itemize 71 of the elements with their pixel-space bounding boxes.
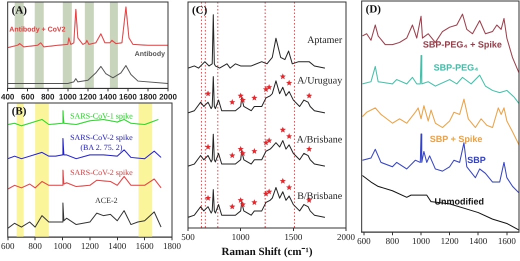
series-label: SBP-PEG₄ (434, 62, 478, 73)
x-tick-label: 1600 (498, 236, 516, 246)
x-tick-label: 800 (41, 92, 55, 102)
point (204, 144, 212, 150)
x-tick-label: 500 (181, 232, 196, 242)
x-tick-label: 400 (0, 92, 15, 102)
chart-title: (A) (12, 4, 28, 16)
point (229, 203, 236, 210)
x-tick-label: 600 (21, 92, 35, 102)
x-tick-label: 1400 (108, 240, 127, 251)
series-label: SARS-CoV-2 spike (BA 2. 75. 2) (70, 132, 134, 152)
point (266, 84, 272, 90)
point (240, 150, 246, 156)
series-label: SARS-CoV-2 spike (70, 168, 134, 177)
x-tick-label: 1500 (284, 232, 303, 242)
x-tick-label: 1400 (469, 236, 488, 246)
point (280, 73, 286, 80)
x-tick-label: 1800 (163, 240, 182, 251)
point (240, 201, 246, 208)
point (266, 137, 272, 144)
point (280, 126, 286, 133)
x-tick-label: 1200 (440, 236, 460, 246)
chart-title: (C) (192, 4, 208, 16)
series-label: SBP (467, 155, 486, 166)
x-tick-label: 2000 (159, 92, 178, 102)
point (240, 96, 246, 103)
x-tick-label: 2000 (337, 232, 356, 242)
x-axis-title: Raman Shift (cm⁻¹) (221, 246, 313, 258)
x-tick-label: 1000 (412, 236, 431, 246)
point (238, 92, 244, 98)
series-label: SBP + Spike (430, 134, 482, 144)
point (286, 133, 292, 139)
x-tick-label: 1000 (54, 240, 72, 251)
point (251, 148, 258, 154)
x-tick-label: 1200 (80, 240, 100, 251)
series-label: Unmodified (434, 196, 484, 207)
x-tick-label: 1600 (136, 240, 154, 251)
chart-title: (D) (366, 3, 382, 16)
series-label: Aptamer (307, 35, 343, 46)
series-label: A/Brisbane (296, 134, 343, 146)
x-tick-label: 1200 (78, 92, 98, 102)
x-tick-label: 1600 (119, 92, 138, 102)
point (262, 140, 269, 146)
x-tick-label: 1800 (139, 92, 158, 102)
point (306, 92, 312, 98)
point (251, 94, 258, 101)
point (286, 184, 292, 190)
point (251, 199, 258, 206)
point (266, 188, 272, 194)
x-tick-label: 1000 (232, 232, 250, 242)
point (229, 152, 236, 158)
point (238, 146, 244, 152)
point (306, 146, 312, 152)
point (238, 197, 244, 203)
x-tick-label: 1000 (58, 92, 78, 102)
point (204, 90, 212, 96)
point (280, 178, 286, 184)
x-tick-label: 600 (357, 236, 372, 246)
series-label: ACE-2 (94, 196, 118, 206)
x-tick-label: 1400 (98, 92, 118, 102)
x-tick-label: 800 (28, 240, 42, 251)
chart-title: (B) (12, 105, 27, 118)
point (229, 99, 236, 105)
point (204, 194, 212, 201)
x-tick-label: 800 (386, 236, 400, 246)
series-label: SARS-CoV-1 spike (70, 112, 134, 121)
x-tick-label: 600 (1, 240, 15, 251)
series-label: SBP-PEG₄ + Spike (422, 39, 502, 50)
point (286, 80, 292, 86)
series-label: B/Brisbane (297, 190, 343, 202)
series-label: A/Uruguay (297, 76, 342, 87)
